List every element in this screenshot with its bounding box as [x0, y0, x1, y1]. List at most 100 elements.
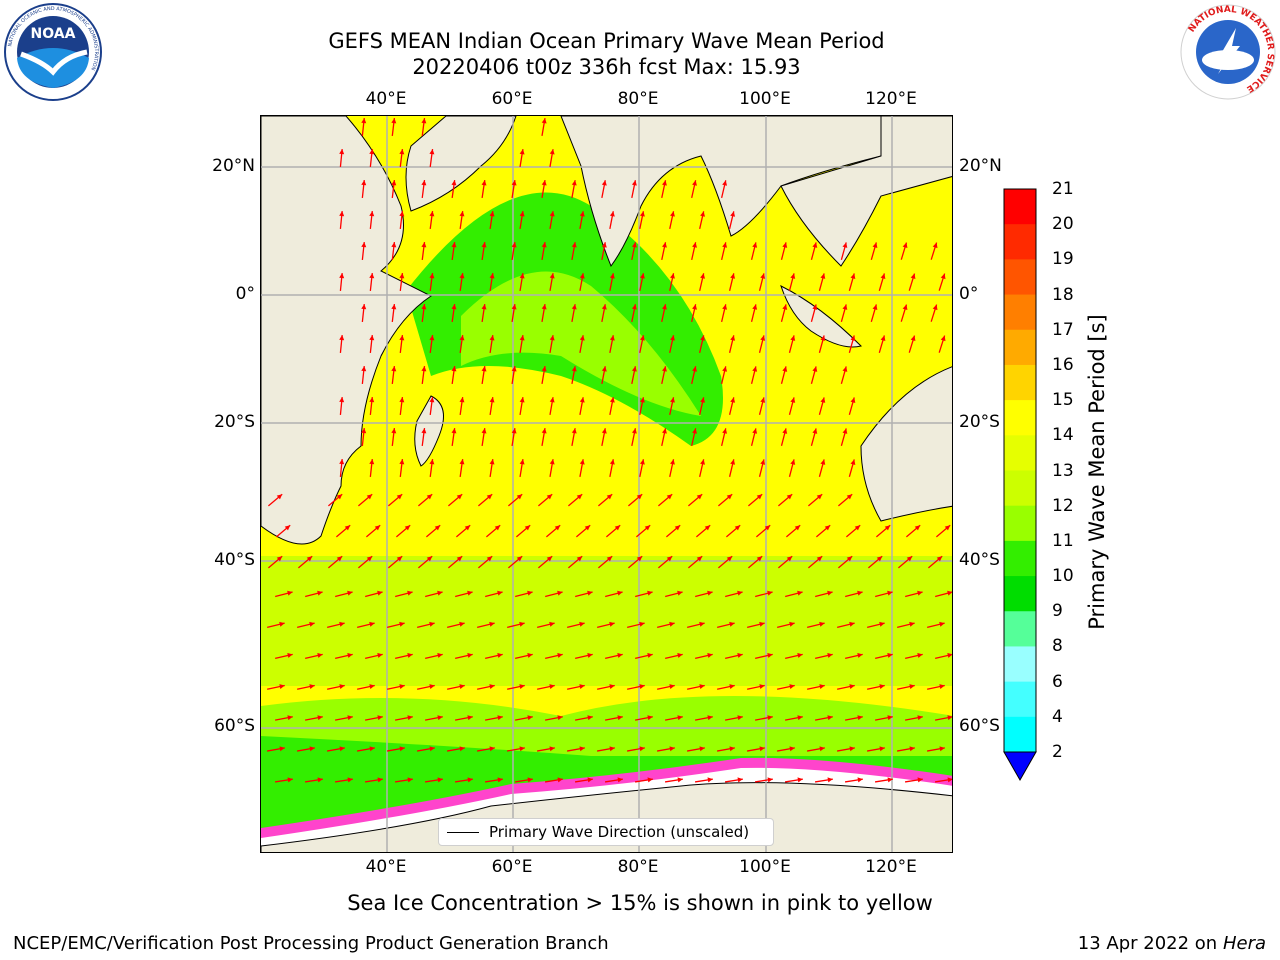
colorbar-segment [1004, 364, 1036, 401]
colorbar-tick-label: 10 [1052, 566, 1074, 587]
svg-text:NOAA: NOAA [31, 26, 76, 42]
wave-direction-arrowhead [849, 684, 855, 689]
wave-direction-arrowhead [639, 211, 645, 217]
wave-direction-arrowhead [850, 335, 856, 341]
colorbar-segment [1004, 224, 1036, 260]
sea-ice-note: Sea Ice Concentration > 15% is shown in … [347, 891, 933, 915]
wave-direction-arrowhead [730, 459, 736, 465]
wave-direction-arrowhead [601, 428, 607, 434]
wave-direction-arrowhead [497, 715, 503, 721]
wave-direction-arrowhead [797, 590, 803, 596]
colorbar-tick-label: 17 [1052, 319, 1074, 340]
wave-direction-arrowhead [734, 525, 741, 531]
wave-direction-arrowhead [609, 684, 615, 689]
wave-direction-arrowhead [636, 494, 643, 500]
land-africa [261, 116, 432, 545]
wave-direction-arrowhead [459, 273, 465, 279]
wave-direction-arrowhead [669, 746, 675, 752]
wave-direction-arrowhead [932, 304, 938, 311]
wave-direction-arrowhead [910, 273, 916, 280]
colorbar-segment [1004, 716, 1036, 753]
wave-direction-arrowhead [426, 556, 433, 562]
wave-direction-arrowhead [662, 428, 667, 434]
wave-direction-arrowhead [481, 366, 487, 372]
wave-direction-arrowhead [377, 590, 383, 596]
wave-direction-arrowhead [872, 304, 878, 310]
wave-direction-arrowhead [339, 621, 345, 627]
wave-direction-arrowhead [790, 397, 796, 403]
land-arabia [405, 116, 517, 212]
wave-direction-arrowhead [554, 525, 561, 531]
wave-direction-arrowhead [850, 273, 856, 279]
wave-direction-arrowhead [421, 304, 427, 310]
wave-direction-arrowhead [760, 397, 766, 403]
wave-direction-arrowhead [707, 653, 713, 658]
wave-direction-arrowhead [287, 715, 293, 721]
wave-direction-arrowhead [876, 556, 883, 562]
wave-direction-arrowhead [361, 366, 367, 372]
wave-direction-arrowhead [700, 459, 705, 465]
wave-direction-arrowhead [696, 556, 703, 562]
wave-direction-arrowhead [857, 590, 863, 596]
wave-direction-arrowhead [857, 653, 863, 658]
wave-direction-arrowhead [846, 556, 853, 562]
wave-direction-arrowhead [902, 304, 908, 311]
wave-direction-arrowhead [317, 590, 323, 596]
wave-direction-arrowhead [662, 180, 667, 186]
wave-direction-arrowhead [541, 118, 547, 124]
wave-direction-arrowhead [429, 684, 435, 689]
wave-direction-arrowhead [639, 397, 645, 403]
wave-direction-arrowhead [647, 715, 653, 721]
wave-direction-arrowhead [369, 335, 375, 341]
nws-logo: NATIONAL WEATHER SERVICE [1180, 4, 1276, 100]
wave-direction-arrowhead [872, 242, 878, 248]
wave-direction-arrowhead [726, 494, 733, 500]
wave-direction-arrowhead [812, 428, 818, 434]
period-band-12 [261, 556, 952, 686]
land-madagascar [414, 395, 444, 467]
wave-direction-arrowhead [549, 335, 555, 341]
wave-direction-arrowhead [407, 777, 413, 783]
wave-direction-arrowhead [700, 211, 705, 217]
wave-direction-arrowhead [939, 684, 945, 689]
wave-direction-arrowhead [670, 459, 675, 465]
wave-direction-arrowhead [549, 149, 555, 155]
wave-direction-arrowhead [782, 304, 788, 310]
wave-direction-arrowhead [451, 366, 457, 372]
colorbar-tick-label: 11 [1052, 530, 1074, 551]
wave-direction-arrowhead [917, 777, 923, 783]
wave-direction-arrowhead [609, 397, 615, 403]
wave-direction-arrowhead [936, 556, 943, 562]
wave-direction-arrowhead [696, 494, 703, 500]
wave-direction-arrowhead [516, 556, 523, 562]
wave-direction-arrowhead [906, 556, 913, 562]
wave-direction-arrowhead [704, 525, 711, 531]
wave-direction-arrowhead [854, 525, 861, 531]
wave-direction-arrowhead [404, 525, 411, 531]
wave-direction-arrowhead [361, 242, 367, 248]
wave-direction-arrowhead [760, 459, 766, 465]
wave-direction-arrowhead [914, 525, 921, 531]
wave-direction-arrowhead [366, 556, 373, 562]
wave-direction-arrowhead [909, 746, 915, 752]
wave-direction-arrowhead [527, 653, 533, 658]
land-antarctica [261, 782, 952, 852]
wave-direction-arrowhead [827, 653, 833, 658]
wave-direction-arrowhead [782, 366, 788, 372]
colorbar-segment [1004, 294, 1036, 331]
lat-label-right: 20°N [959, 156, 1002, 176]
wave-direction-arrowhead [944, 525, 951, 531]
wave-direction-arrowhead [947, 777, 952, 783]
wave-direction-arrowhead [549, 746, 555, 752]
wave-direction-arrowhead [797, 777, 803, 783]
wave-direction-arrowhead [524, 525, 531, 531]
wave-direction-arrowhead [849, 621, 855, 627]
wave-direction-arrowhead [369, 746, 375, 752]
wave-direction-arrowhead [527, 590, 533, 596]
wave-direction-arrowhead [692, 304, 697, 310]
wave-direction-arrowhead [609, 746, 615, 752]
wave-direction-arrowhead [756, 556, 763, 562]
wave-direction-arrowhead [737, 715, 743, 721]
wave-direction-arrowhead [459, 746, 465, 752]
wave-direction-arrowhead [707, 777, 713, 783]
